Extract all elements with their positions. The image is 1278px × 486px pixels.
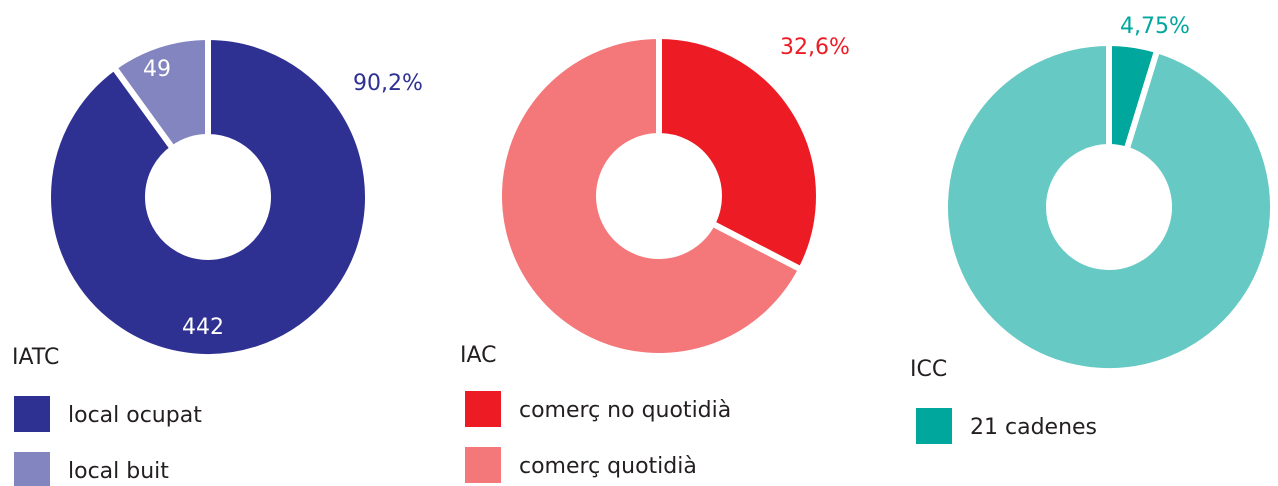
legend-label: local ocupat [68, 403, 202, 428]
annotation: 90,2% [353, 71, 423, 96]
value-label: 442 [182, 315, 224, 340]
legend-swatch [465, 447, 501, 483]
legend-swatch [916, 408, 952, 444]
legend-label: comerç no quotidià [519, 398, 731, 423]
chart-title: ICC [910, 357, 947, 382]
legend-swatch [14, 396, 50, 432]
slice [496, 32, 806, 359]
legend-label: 21 cadenes [970, 415, 1097, 440]
legend-swatch [465, 391, 501, 427]
value-label: 32,6% [780, 35, 850, 60]
value-label: 4,75% [1120, 14, 1190, 39]
value-label: 49 [143, 57, 171, 82]
slice [109, 33, 211, 153]
legend-label: local buit [68, 459, 169, 484]
slice [942, 39, 1276, 374]
slice [656, 32, 822, 274]
chart-title: IAC [460, 343, 497, 368]
legend-swatch [14, 452, 50, 486]
chart-title: IATC [12, 345, 59, 370]
legend-label: comerç quotidià [519, 454, 697, 479]
slice [45, 33, 371, 360]
